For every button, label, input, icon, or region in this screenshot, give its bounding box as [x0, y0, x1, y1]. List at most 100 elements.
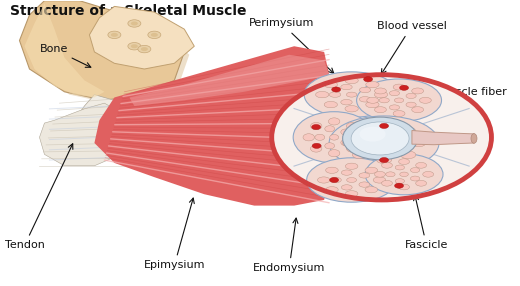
- Polygon shape: [89, 6, 194, 69]
- Text: Endomysium: Endomysium: [253, 218, 326, 273]
- Ellipse shape: [346, 145, 358, 152]
- Circle shape: [138, 45, 151, 53]
- Circle shape: [363, 77, 373, 82]
- Ellipse shape: [324, 102, 337, 108]
- Text: Perimysium: Perimysium: [249, 19, 334, 73]
- Circle shape: [148, 31, 161, 39]
- Ellipse shape: [353, 151, 368, 159]
- Ellipse shape: [367, 97, 379, 103]
- Ellipse shape: [345, 191, 358, 197]
- Polygon shape: [70, 95, 184, 163]
- Ellipse shape: [382, 180, 393, 186]
- Ellipse shape: [325, 126, 335, 132]
- Ellipse shape: [420, 97, 431, 103]
- Circle shape: [111, 33, 118, 37]
- Ellipse shape: [345, 106, 358, 112]
- Ellipse shape: [423, 171, 434, 177]
- Circle shape: [380, 123, 388, 128]
- Ellipse shape: [374, 92, 388, 98]
- Circle shape: [343, 117, 418, 160]
- Ellipse shape: [389, 91, 399, 96]
- Ellipse shape: [395, 179, 405, 184]
- Ellipse shape: [406, 102, 416, 107]
- Circle shape: [272, 75, 491, 200]
- Ellipse shape: [347, 178, 357, 182]
- Ellipse shape: [365, 187, 378, 193]
- Circle shape: [312, 143, 321, 148]
- Ellipse shape: [341, 140, 350, 146]
- Circle shape: [141, 47, 148, 51]
- Ellipse shape: [394, 98, 404, 103]
- Ellipse shape: [399, 184, 410, 190]
- Text: Structure of a Skeletal Muscle: Structure of a Skeletal Muscle: [9, 3, 246, 17]
- Ellipse shape: [353, 127, 368, 135]
- Ellipse shape: [341, 84, 352, 90]
- Text: Fascicle: Fascicle: [405, 195, 448, 251]
- Ellipse shape: [354, 134, 365, 141]
- Circle shape: [380, 158, 388, 163]
- Ellipse shape: [359, 173, 370, 178]
- Ellipse shape: [393, 145, 406, 152]
- Ellipse shape: [365, 154, 443, 195]
- Ellipse shape: [379, 98, 389, 103]
- Ellipse shape: [341, 170, 352, 175]
- Ellipse shape: [303, 134, 315, 141]
- Ellipse shape: [329, 150, 340, 157]
- Ellipse shape: [415, 180, 426, 186]
- Ellipse shape: [345, 77, 358, 84]
- Ellipse shape: [393, 84, 405, 90]
- Ellipse shape: [382, 162, 393, 168]
- Ellipse shape: [329, 116, 439, 170]
- Polygon shape: [40, 103, 124, 166]
- Ellipse shape: [358, 140, 371, 146]
- Ellipse shape: [400, 172, 408, 176]
- Ellipse shape: [400, 127, 416, 135]
- Ellipse shape: [326, 167, 338, 173]
- Circle shape: [128, 20, 141, 27]
- Ellipse shape: [324, 82, 337, 88]
- Circle shape: [108, 31, 121, 39]
- Ellipse shape: [374, 171, 385, 177]
- Ellipse shape: [345, 163, 358, 169]
- Ellipse shape: [293, 112, 375, 163]
- Circle shape: [351, 122, 409, 155]
- Polygon shape: [95, 46, 329, 206]
- Ellipse shape: [471, 134, 477, 143]
- Ellipse shape: [330, 134, 339, 140]
- Text: Muscle fiber: Muscle fiber: [439, 87, 507, 132]
- Ellipse shape: [359, 182, 370, 187]
- Ellipse shape: [393, 134, 406, 141]
- Ellipse shape: [331, 177, 341, 183]
- Ellipse shape: [366, 102, 379, 108]
- Ellipse shape: [395, 165, 405, 170]
- Ellipse shape: [341, 185, 352, 190]
- Ellipse shape: [373, 177, 386, 183]
- Ellipse shape: [325, 143, 335, 149]
- Ellipse shape: [399, 159, 410, 164]
- Ellipse shape: [410, 139, 426, 147]
- Ellipse shape: [412, 107, 424, 113]
- Ellipse shape: [389, 105, 399, 110]
- Ellipse shape: [329, 92, 341, 97]
- Circle shape: [131, 44, 138, 48]
- Polygon shape: [19, 1, 184, 100]
- Polygon shape: [412, 130, 474, 145]
- Polygon shape: [129, 55, 329, 106]
- Ellipse shape: [342, 139, 358, 147]
- Ellipse shape: [329, 118, 340, 125]
- Ellipse shape: [376, 156, 392, 164]
- Ellipse shape: [393, 111, 405, 116]
- Polygon shape: [24, 3, 189, 103]
- Text: Epimysium: Epimysium: [144, 198, 205, 270]
- Circle shape: [128, 43, 141, 50]
- Polygon shape: [24, 3, 105, 98]
- Ellipse shape: [366, 82, 379, 88]
- Text: Bone: Bone: [40, 44, 91, 67]
- Ellipse shape: [359, 87, 371, 93]
- Ellipse shape: [372, 131, 385, 137]
- Ellipse shape: [410, 176, 420, 181]
- Text: Tendon: Tendon: [5, 144, 73, 251]
- Ellipse shape: [341, 100, 352, 105]
- Circle shape: [359, 127, 386, 142]
- Circle shape: [330, 177, 339, 182]
